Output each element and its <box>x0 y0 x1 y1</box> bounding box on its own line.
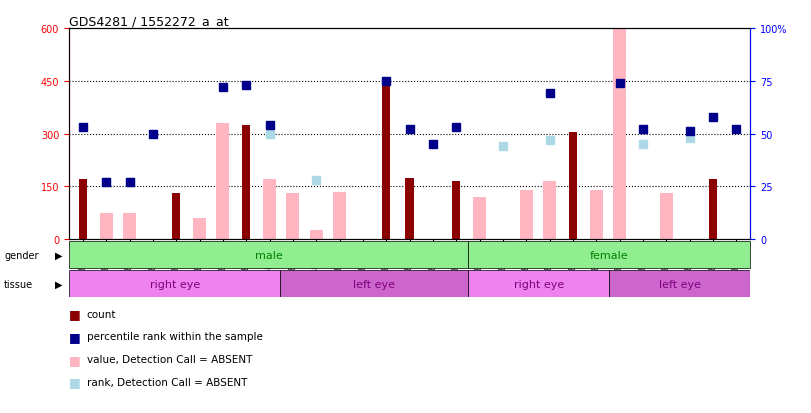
Text: ■: ■ <box>69 330 80 343</box>
Bar <box>69 242 468 268</box>
Bar <box>217 124 230 240</box>
Bar <box>590 190 603 240</box>
Bar <box>123 213 136 240</box>
Bar <box>193 218 206 240</box>
Text: ■: ■ <box>69 375 80 389</box>
Text: right eye: right eye <box>513 279 564 289</box>
Bar <box>453 182 461 240</box>
Text: female: female <box>590 250 629 260</box>
Text: count: count <box>87 309 116 319</box>
Text: percentile rank within the sample: percentile rank within the sample <box>87 332 263 342</box>
Bar <box>709 180 717 240</box>
Text: gender: gender <box>4 250 39 260</box>
Bar <box>660 194 672 240</box>
Bar <box>468 271 609 297</box>
Text: ▶: ▶ <box>55 279 63 289</box>
Bar <box>310 231 323 240</box>
Bar <box>569 133 577 240</box>
Bar <box>69 271 281 297</box>
Text: ■: ■ <box>69 353 80 366</box>
Bar <box>543 182 556 240</box>
Bar <box>382 78 390 240</box>
Bar <box>333 192 346 240</box>
Bar <box>242 126 251 240</box>
Text: left eye: left eye <box>354 279 395 289</box>
Bar <box>609 271 750 297</box>
Bar <box>613 29 626 240</box>
Bar <box>172 194 180 240</box>
Bar <box>263 180 276 240</box>
Text: right eye: right eye <box>149 279 200 289</box>
Text: value, Detection Call = ABSENT: value, Detection Call = ABSENT <box>87 354 252 364</box>
Bar <box>406 178 414 240</box>
Bar <box>100 213 113 240</box>
Bar <box>520 190 533 240</box>
Text: GDS4281 / 1552272_a_at: GDS4281 / 1552272_a_at <box>69 15 229 28</box>
Bar <box>468 242 750 268</box>
Text: male: male <box>255 250 282 260</box>
Text: ■: ■ <box>69 307 80 320</box>
Text: tissue: tissue <box>4 279 33 289</box>
Text: left eye: left eye <box>659 279 701 289</box>
Text: rank, Detection Call = ABSENT: rank, Detection Call = ABSENT <box>87 377 247 387</box>
Bar <box>281 271 468 297</box>
Bar <box>286 194 299 240</box>
Text: ▶: ▶ <box>55 250 63 260</box>
Bar <box>79 180 87 240</box>
Bar <box>473 197 486 240</box>
